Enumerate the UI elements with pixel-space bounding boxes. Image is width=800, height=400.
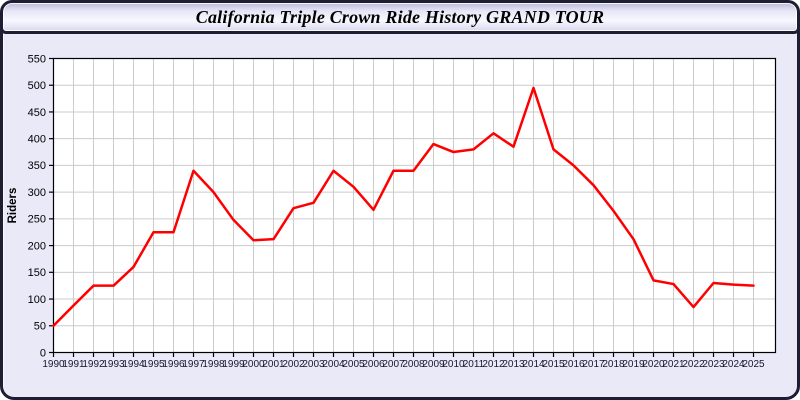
x-tick-label: 2020 — [642, 359, 665, 370]
x-tick-label: 2016 — [562, 359, 585, 370]
x-tick-label: 2025 — [742, 359, 765, 370]
x-tick-label: 1998 — [202, 359, 225, 370]
x-tick-label: 2015 — [542, 359, 565, 370]
x-tick-label: 1992 — [82, 359, 105, 370]
data-line-riders — [52, 86, 755, 328]
title-bar: California Triple Crown Ride History GRA… — [0, 0, 800, 34]
x-tick-label: 2009 — [422, 359, 445, 370]
x-tick-label: 2001 — [262, 359, 285, 370]
y-tick-label: 300 — [28, 187, 46, 199]
x-tick-label: 1996 — [162, 359, 185, 370]
x-tick-label: 2019 — [622, 359, 645, 370]
x-tick-label: 2014 — [522, 359, 545, 370]
x-tick-label: 2007 — [382, 359, 405, 370]
y-tick-label: 150 — [28, 267, 46, 279]
x-tick-label: 2017 — [582, 359, 605, 370]
x-tick-label: 2008 — [402, 359, 425, 370]
x-tick-label: 2006 — [362, 359, 385, 370]
plot-area — [53, 58, 776, 353]
y-tick-label: 400 — [28, 133, 46, 145]
x-tick-label: 1997 — [182, 359, 205, 370]
x-tick-label: 2002 — [282, 359, 305, 370]
x-tick-label: 2011 — [463, 359, 485, 370]
plot-frame — [52, 57, 777, 354]
x-tick-label: 2024 — [722, 359, 745, 370]
x-tick-label: 1993 — [102, 359, 125, 370]
page-title: California Triple Crown Ride History GRA… — [195, 6, 605, 27]
y-tick-label: 250 — [28, 214, 46, 226]
y-tick-label: 100 — [28, 294, 46, 306]
y-axis-title: Riders — [7, 188, 19, 224]
y-tick-label: 500 — [28, 80, 46, 92]
y-tick-label: 450 — [28, 107, 46, 119]
y-tick-label: 200 — [28, 240, 46, 252]
y-tick-label: 50 — [34, 321, 46, 333]
x-tick-label: 2018 — [602, 359, 625, 370]
x-tick-label: 1999 — [222, 359, 245, 370]
x-tick-label: 1991 — [62, 359, 85, 370]
x-tick-label: 2012 — [482, 359, 505, 370]
x-tick-label: 1994 — [122, 359, 145, 370]
y-tick-label: 550 — [28, 53, 46, 65]
x-tick-label: 2003 — [302, 359, 325, 370]
y-tick-label: 0 — [40, 347, 46, 359]
x-tick-label: 2022 — [682, 359, 705, 370]
x-tick-label: 2010 — [442, 359, 465, 370]
x-tick-label: 2023 — [702, 359, 725, 370]
x-tick-label: 2021 — [662, 359, 685, 370]
x-tick-label: 1995 — [142, 359, 165, 370]
x-tick-label: 2005 — [342, 359, 365, 370]
x-tick-label: 1990 — [42, 359, 65, 370]
x-tick-label: 2004 — [322, 359, 345, 370]
x-tick-label: 2000 — [242, 359, 265, 370]
y-tick-label: 350 — [28, 160, 46, 172]
x-tick-label: 2013 — [502, 359, 525, 370]
